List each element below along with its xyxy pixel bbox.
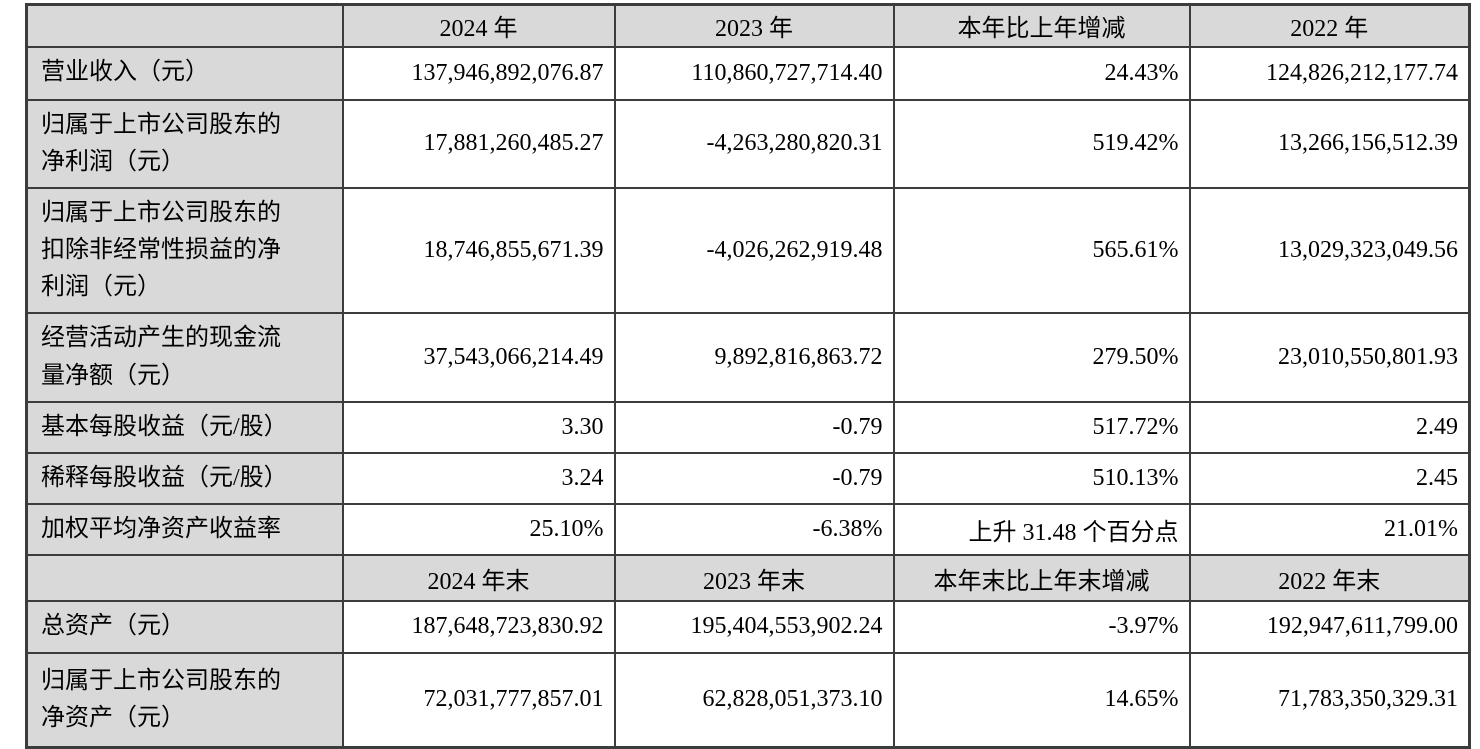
value-cell-2022: 13,266,156,512.39 xyxy=(1188,98,1471,189)
value-cell-2023: -4,026,262,919.48 xyxy=(613,186,895,315)
row-label-cell: 基本每股收益（元/股） xyxy=(25,400,344,455)
value-cell-2023: -6.38% xyxy=(613,503,895,557)
row-operating-cash-flow: 经营活动产生的现金流量净额（元） 37,543,066,214.49 9,892… xyxy=(25,312,1471,403)
row-total-assets: 总资产（元） 187,648,723,830.92 195,404,553,90… xyxy=(25,600,1471,654)
row-label-cell: 营业收入（元） xyxy=(25,45,344,101)
row-label-cell: 经营活动产生的现金流量净额（元） xyxy=(25,312,344,403)
value-cell-change: 510.13% xyxy=(892,451,1191,506)
row-revenue: 营业收入（元） 137,946,892,076.87 110,860,727,7… xyxy=(25,45,1471,101)
row-label: 归属于上市公司股东的净资产（元） xyxy=(41,667,281,731)
value-cell-2024: 18,746,855,671.39 xyxy=(341,186,616,315)
value-cell-2024: 25.10% xyxy=(341,503,616,557)
value-cell-2022: 192,947,611,799.00 xyxy=(1188,600,1471,654)
col-header-2023: 2023 年 xyxy=(613,3,895,48)
value-cell-2023: 195,404,553,902.24 xyxy=(613,600,895,654)
row-label-cell: 稀释每股收益（元/股） xyxy=(25,451,344,506)
value-cell-2024: 72,031,777,857.01 xyxy=(341,651,616,749)
value-cell-2024: 3.30 xyxy=(341,400,616,455)
header-row-year-end: 2024 年末 2023 年末 本年末比上年末增减 2022 年末 xyxy=(25,554,1471,603)
row-label-cell: 归属于上市公司股东的净资产（元） xyxy=(25,651,344,749)
value-cell-2022: 23,010,550,801.93 xyxy=(1188,312,1471,403)
row-label: 经营活动产生的现金流量净额（元） xyxy=(41,325,281,389)
value-cell-2022: 124,826,212,177.74 xyxy=(1188,45,1471,101)
value-cell-2023: 110,860,727,714.40 xyxy=(613,45,895,101)
row-label: 归属于上市公司股东的扣除非经常性损益的净利润（元） xyxy=(41,199,281,301)
value-cell-2022: 71,783,350,329.31 xyxy=(1188,651,1471,749)
corner-cell xyxy=(25,3,344,48)
row-label-cell: 归属于上市公司股东的扣除非经常性损益的净利润（元） xyxy=(25,186,344,315)
value-cell-2024: 3.24 xyxy=(341,451,616,506)
row-label: 归属于上市公司股东的净利润（元） xyxy=(41,111,281,175)
col-header-year-end-change: 本年末比上年末增减 xyxy=(892,554,1191,603)
value-cell-change: 上升 31.48 个百分点 xyxy=(892,503,1191,557)
value-cell-change: -3.97% xyxy=(892,600,1191,654)
row-label: 加权平均净资产收益率 xyxy=(41,516,281,543)
col-header-2022-end: 2022 年末 xyxy=(1188,554,1471,603)
value-cell-2022: 2.45 xyxy=(1188,451,1471,506)
row-weighted-avg-roe: 加权平均净资产收益率 25.10% -6.38% 上升 31.48 个百分点 2… xyxy=(25,503,1471,557)
row-label: 营业收入（元） xyxy=(41,59,209,86)
col-header-2024: 2024 年 xyxy=(341,3,616,48)
value-cell-2024: 37,543,066,214.49 xyxy=(341,312,616,403)
row-label: 基本每股收益（元/股） xyxy=(41,413,288,440)
value-cell-2023: -0.79 xyxy=(613,451,895,506)
col-header-2024-end: 2024 年末 xyxy=(341,554,616,603)
value-cell-change: 279.50% xyxy=(892,312,1191,403)
col-header-yoy-change: 本年比上年增减 xyxy=(892,3,1191,48)
col-header-2023-end: 2023 年末 xyxy=(613,554,895,603)
value-cell-2024: 137,946,892,076.87 xyxy=(341,45,616,101)
value-cell-change: 517.72% xyxy=(892,400,1191,455)
value-cell-2024: 187,648,723,830.92 xyxy=(341,600,616,654)
row-label-cell: 总资产（元） xyxy=(25,600,344,654)
value-cell-2022: 13,029,323,049.56 xyxy=(1188,186,1471,315)
value-cell-2023: -0.79 xyxy=(613,400,895,455)
value-cell-2024: 17,881,260,485.27 xyxy=(341,98,616,189)
row-net-profit-deducted: 归属于上市公司股东的扣除非经常性损益的净利润（元） 18,746,855,671… xyxy=(25,186,1471,315)
row-label-cell: 加权平均净资产收益率 xyxy=(25,503,344,557)
row-net-profit: 归属于上市公司股东的净利润（元） 17,881,260,485.27 -4,26… xyxy=(25,98,1471,189)
value-cell-2023: -4,263,280,820.31 xyxy=(613,98,895,189)
financial-summary-table: 2024 年 2023 年 本年比上年增减 2022 年 营业收入（元） 137… xyxy=(25,3,1471,749)
value-cell-2022: 2.49 xyxy=(1188,400,1471,455)
header-row-annual: 2024 年 2023 年 本年比上年增减 2022 年 xyxy=(25,3,1471,48)
row-basic-eps: 基本每股收益（元/股） 3.30 -0.79 517.72% 2.49 xyxy=(25,400,1471,455)
value-cell-change: 519.42% xyxy=(892,98,1191,189)
row-label-cell: 归属于上市公司股东的净利润（元） xyxy=(25,98,344,189)
row-diluted-eps: 稀释每股收益（元/股） 3.24 -0.79 510.13% 2.45 xyxy=(25,451,1471,506)
row-label: 稀释每股收益（元/股） xyxy=(41,465,288,491)
value-cell-2023: 62,828,051,373.10 xyxy=(613,651,895,749)
value-cell-2023: 9,892,816,863.72 xyxy=(613,312,895,403)
corner-cell xyxy=(25,554,344,603)
row-label: 总资产（元） xyxy=(41,613,185,640)
value-cell-change: 14.65% xyxy=(892,651,1191,749)
value-cell-2022: 21.01% xyxy=(1188,503,1471,557)
col-header-2022: 2022 年 xyxy=(1188,3,1471,48)
value-cell-change: 565.61% xyxy=(892,186,1191,315)
row-net-assets: 归属于上市公司股东的净资产（元） 72,031,777,857.01 62,82… xyxy=(25,651,1471,749)
value-cell-change: 24.43% xyxy=(892,45,1191,101)
